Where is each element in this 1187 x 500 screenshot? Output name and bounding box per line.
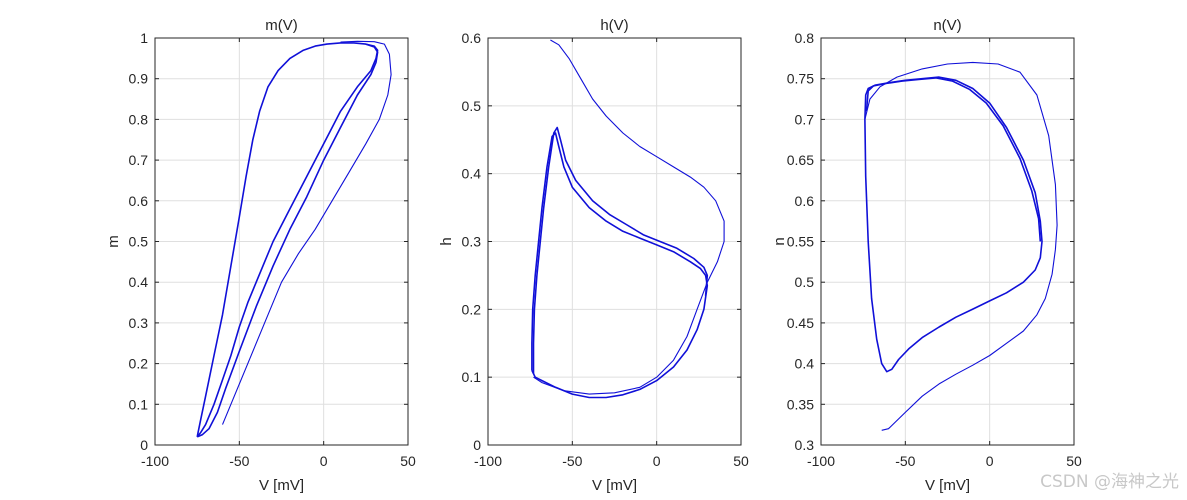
series-line-3: [533, 39, 725, 395]
y-tick-label: 0.75: [787, 71, 814, 87]
y-tick-label: 0: [473, 437, 481, 453]
y-tick-label: 0: [140, 437, 148, 453]
y-tick-label: 0.4: [795, 356, 815, 372]
x-tick-label: -50: [895, 453, 915, 469]
y-tick-label: 0.6: [462, 30, 482, 46]
watermark: CSDN @海神之光: [1040, 472, 1179, 492]
x-axis-label: V [mV]: [925, 477, 970, 494]
x-axis-label: V [mV]: [259, 477, 304, 494]
x-tick-label: -50: [562, 453, 582, 469]
series-line-1: [531, 132, 709, 399]
x-tick-label: 0: [653, 453, 661, 469]
series-line-2: [532, 126, 709, 374]
chart-title: h(V): [600, 17, 628, 34]
y-tick-label: 0.7: [795, 111, 815, 127]
x-axis-label: V [mV]: [592, 477, 637, 494]
series-line-3: [221, 40, 392, 425]
x-tick-label: 0: [986, 453, 994, 469]
x-tick-label: -100: [141, 453, 169, 469]
y-tick-label: 0.7: [129, 152, 149, 168]
axes-box: [154, 37, 409, 446]
series-line-2: [196, 43, 379, 438]
y-tick-label: 0.5: [129, 234, 149, 250]
x-tick-label: 50: [733, 453, 749, 469]
y-tick-label: 0.3: [795, 437, 815, 453]
y-tick-label: 0.3: [462, 234, 482, 250]
y-tick-label: 0.4: [462, 166, 482, 182]
chart-title: m(V): [265, 17, 298, 34]
y-tick-label: 0.8: [129, 111, 149, 127]
axes-box: [487, 37, 742, 446]
y-tick-label: 0.8: [795, 30, 815, 46]
y-tick-label: 1: [140, 30, 148, 46]
series-line-3: [864, 61, 1058, 431]
y-tick-label: 0.5: [462, 98, 482, 114]
y-tick-label: 0.2: [462, 301, 482, 317]
y-tick-label: 0.3: [129, 315, 149, 331]
y-tick-label: 0.6: [795, 193, 815, 209]
y-tick-label: 0.45: [787, 315, 814, 331]
y-axis-label: m: [105, 235, 122, 248]
y-tick-label: 0.9: [129, 71, 149, 87]
y-tick-label: 0.6: [129, 193, 149, 209]
x-tick-label: 0: [320, 453, 328, 469]
y-tick-label: 0.4: [129, 274, 149, 290]
x-tick-label: -100: [474, 453, 502, 469]
subplot-n(V): -100 -50 0 50 0.3 0.35 0.4 0.45 0.5 0.55 0.6 0.65 0.…: [771, 17, 1082, 494]
y-tick-label: 0.5: [795, 274, 815, 290]
series-line-2: [865, 77, 1042, 242]
y-tick-label: 0.1: [129, 396, 149, 412]
x-tick-label: 50: [1066, 453, 1082, 469]
chart-title: n(V): [933, 17, 961, 34]
y-tick-label: 0.35: [787, 396, 814, 412]
y-axis-label: h: [438, 237, 455, 245]
y-tick-label: 0.55: [787, 234, 814, 250]
x-tick-label: -50: [229, 453, 249, 469]
axes-box: [820, 37, 1075, 446]
y-tick-label: 0.2: [129, 356, 149, 372]
subplot-h(V): -100 -50 0 50 0 0.1 0.2 0.3 0.4 0.5 0.6 h(V) V [mV] h: [438, 17, 749, 494]
y-tick-label: 0.65: [787, 152, 814, 168]
y-tick-label: 0.1: [462, 369, 482, 385]
x-tick-label: 50: [400, 453, 416, 469]
x-tick-label: -100: [807, 453, 835, 469]
subplot-m(V): -100 -50 0 50 0 0.1 0.2 0.3 0.4 0.5 0.6 0.7 0.8 0.9 1 m…: [105, 17, 416, 494]
subplots: -100 -50 0 50 0 0.1 0.2 0.3 0.4 0.5 0.6 0.7 0.8 0.9 1 m…: [105, 17, 1082, 494]
y-axis-label: n: [771, 237, 788, 245]
